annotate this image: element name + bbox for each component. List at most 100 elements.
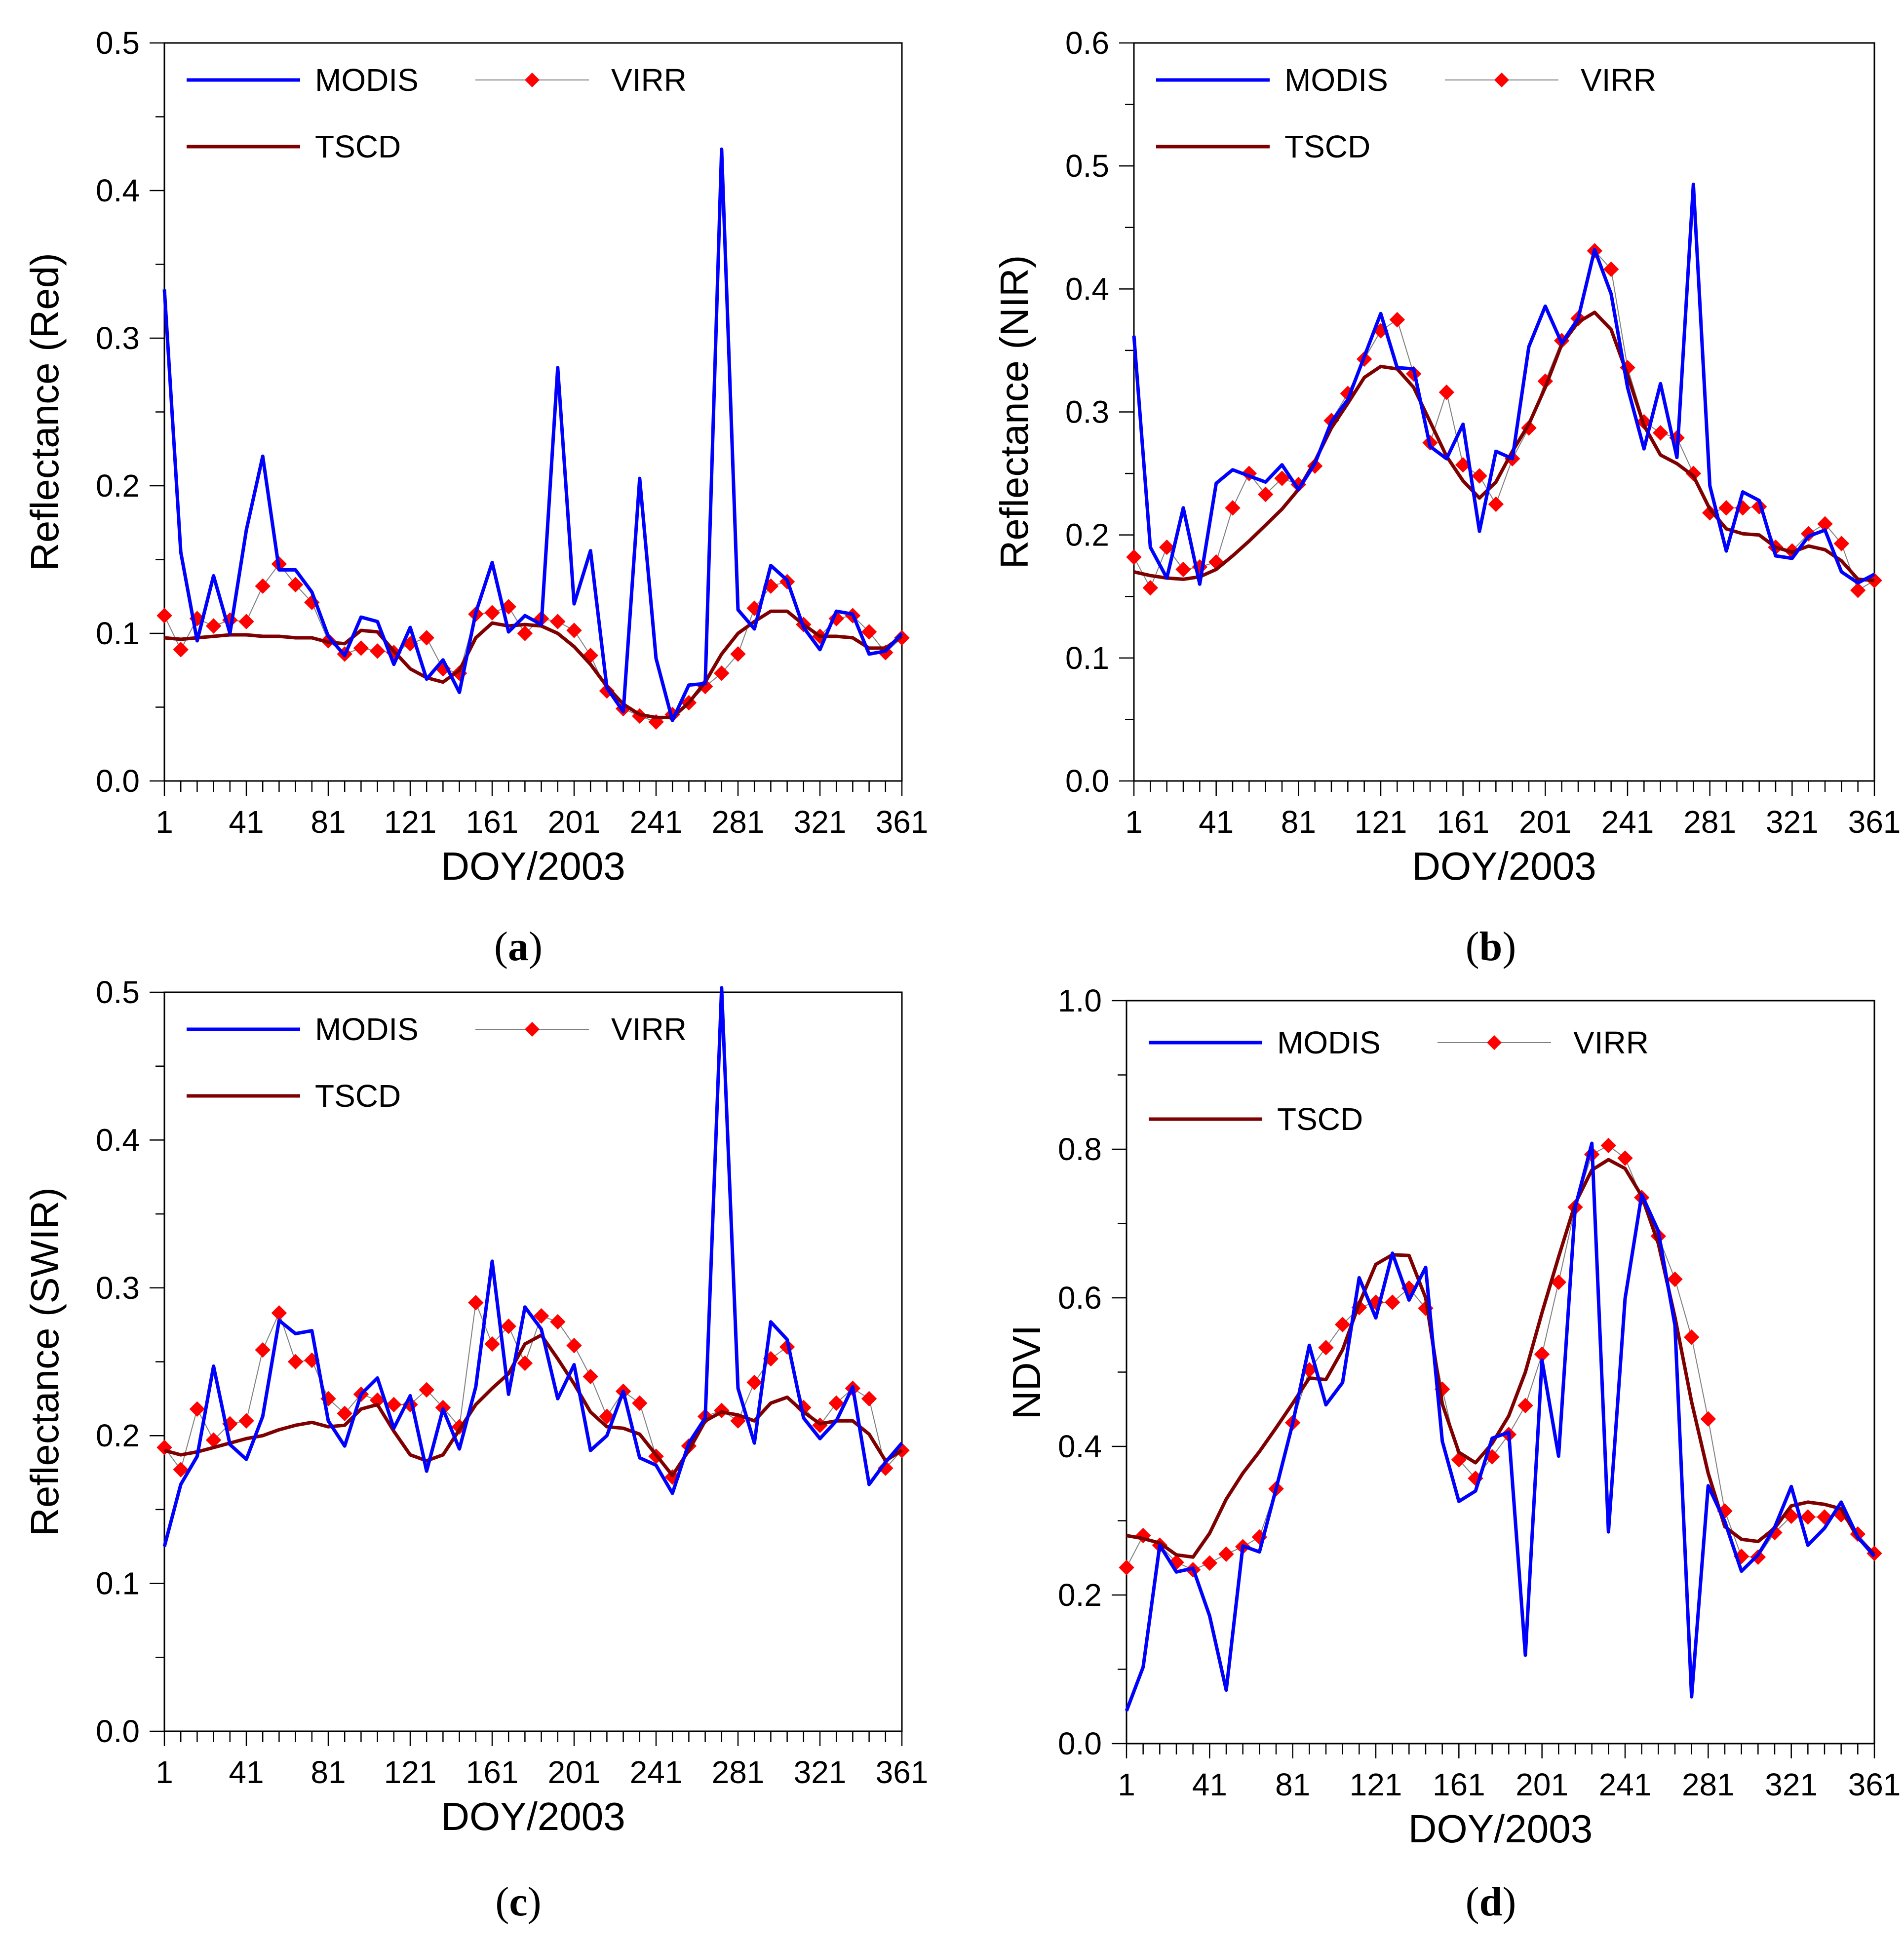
y-tick-label: 0.3 <box>96 1270 140 1306</box>
legend: MODIS VIRR TSCD <box>187 1011 687 1114</box>
y-tick-label: 0.4 <box>96 173 140 208</box>
series-line-modis <box>1132 183 1875 586</box>
series-line-modis <box>162 147 903 722</box>
x-tick-label: 121 <box>1355 804 1407 840</box>
x-tick-label: 121 <box>1350 1767 1402 1802</box>
series-line-tscd <box>164 1333 903 1478</box>
x-tick-label: 241 <box>1599 1767 1652 1802</box>
virr-marker <box>1617 1150 1633 1166</box>
legend-label-tscd: TSCD <box>315 129 401 164</box>
virr-marker <box>550 1314 566 1330</box>
x-tick-label: 201 <box>548 1754 601 1790</box>
virr-marker <box>173 642 189 658</box>
y-tick-label: 0.4 <box>1058 1429 1102 1464</box>
legend-label-virr: VIRR <box>1573 1025 1649 1060</box>
chart-panel-d: 1 41 81 121 161 201 241 281 321 361 0.0 0.2 0.4 0.6 0.… <box>1005 983 1901 1925</box>
virr-marker <box>205 618 222 634</box>
plot-frame <box>163 42 903 782</box>
y-tick-label: 0.2 <box>1065 517 1109 553</box>
legend: MODIS VIRR TSCD <box>1149 1025 1649 1137</box>
virr-marker <box>517 625 533 641</box>
panel-label: (a) <box>494 924 543 970</box>
virr-marker <box>828 1395 844 1411</box>
x-tick-label: 41 <box>229 804 264 840</box>
legend-label-virr: VIRR <box>1581 62 1656 98</box>
x-tick-label: 361 <box>876 1754 929 1790</box>
virr-marker <box>1718 500 1734 516</box>
x-tick-label: 81 <box>311 1754 346 1790</box>
x-tick-label: 81 <box>1281 804 1316 840</box>
y-tick-label: 0.3 <box>96 320 140 356</box>
virr-marker <box>255 578 271 594</box>
x-tick-label: 201 <box>1515 1767 1568 1802</box>
legend-marker-virr <box>1487 1035 1502 1050</box>
x-tick-label: 241 <box>630 804 683 840</box>
x-tick-label: 1 <box>155 1754 173 1790</box>
x-tick-label: 321 <box>794 1754 847 1790</box>
y-tick-label: 0.3 <box>1065 394 1109 430</box>
x-tick-label: 41 <box>1192 1767 1227 1802</box>
virr-marker <box>419 630 434 646</box>
virr-marker <box>1551 1274 1567 1290</box>
virr-marker <box>1126 549 1142 565</box>
chart-panel-a: 1 41 81 121 161 201 241 281 321 361 0.0 0.1 0.2 0.3 0.… <box>23 25 928 970</box>
virr-marker <box>287 577 304 593</box>
x-tick-label: 281 <box>712 1754 765 1790</box>
series-line-modis <box>162 986 903 1547</box>
virr-marker <box>156 608 172 623</box>
plot-frame <box>1133 42 1875 782</box>
y-tick-label: 0.4 <box>96 1122 140 1158</box>
x-tick-label: 321 <box>1765 1767 1818 1802</box>
virr-marker <box>1488 496 1504 512</box>
legend: MODIS VIRR TSCD <box>187 62 687 164</box>
series-line-tscd <box>1133 311 1875 583</box>
y-tick-label: 0.6 <box>1058 1280 1102 1316</box>
legend-label-virr: VIRR <box>611 62 687 98</box>
virr-marker <box>861 1391 877 1407</box>
chart-panel-b: 1 41 81 121 161 201 241 281 321 361 0.0 0.1 0.2 0.3 0.… <box>992 25 1901 970</box>
virr-marker <box>484 1336 500 1352</box>
x-tick-label: 161 <box>466 1754 519 1790</box>
x-tick-label: 81 <box>1275 1767 1310 1802</box>
virr-marker <box>632 1395 648 1411</box>
virr-marker <box>1334 1317 1351 1332</box>
x-tick-label: 121 <box>384 1754 437 1790</box>
x-tick-label: 241 <box>1601 804 1654 840</box>
chart-panel-c: 1 41 81 121 161 201 241 281 321 361 0.0 0.1 0.2 0.3 0.… <box>23 974 928 1925</box>
x-tick-label: 1 <box>1118 1767 1135 1802</box>
x-tick-label: 41 <box>1199 804 1234 840</box>
virr-marker <box>1517 1398 1533 1413</box>
series-line-virr <box>164 1302 902 1478</box>
virr-marker <box>255 1342 271 1358</box>
virr-marker <box>369 643 386 659</box>
x-tick-label: 321 <box>794 804 847 840</box>
series-line-tscd <box>164 609 903 719</box>
y-tick-label: 0.1 <box>96 1566 140 1601</box>
virr-marker <box>1202 1555 1218 1571</box>
virr-marker <box>583 1368 598 1385</box>
virr-marker <box>1683 1329 1700 1345</box>
virr-marker <box>566 622 582 638</box>
panel-label: (d) <box>1466 1879 1516 1925</box>
y-tick-label: 0.0 <box>96 763 140 799</box>
virr-marker <box>1700 1411 1716 1427</box>
legend-label-virr: VIRR <box>611 1011 687 1047</box>
legend-label-tscd: TSCD <box>315 1078 401 1114</box>
y-tick-label: 0.0 <box>1058 1726 1102 1761</box>
x-axis-title: DOY/2003 <box>441 1794 625 1838</box>
virr-marker <box>1472 468 1487 484</box>
x-tick-label: 361 <box>1848 804 1901 840</box>
virr-marker <box>1225 500 1241 516</box>
virr-marker <box>353 640 369 656</box>
virr-marker <box>1159 539 1175 555</box>
y-tick-label: 0.1 <box>1065 640 1109 676</box>
y-tick-label: 0.0 <box>1065 763 1109 799</box>
virr-marker <box>1218 1546 1234 1562</box>
virr-marker <box>1274 470 1290 486</box>
legend-marker-virr <box>525 1022 540 1037</box>
series-line-virr <box>1133 250 1875 591</box>
y-axis-title: Reflectance (SWIR) <box>23 1187 67 1536</box>
legend-label-tscd: TSCD <box>1277 1101 1363 1137</box>
x-tick-label: 81 <box>311 804 346 840</box>
virr-marker <box>419 1382 434 1398</box>
